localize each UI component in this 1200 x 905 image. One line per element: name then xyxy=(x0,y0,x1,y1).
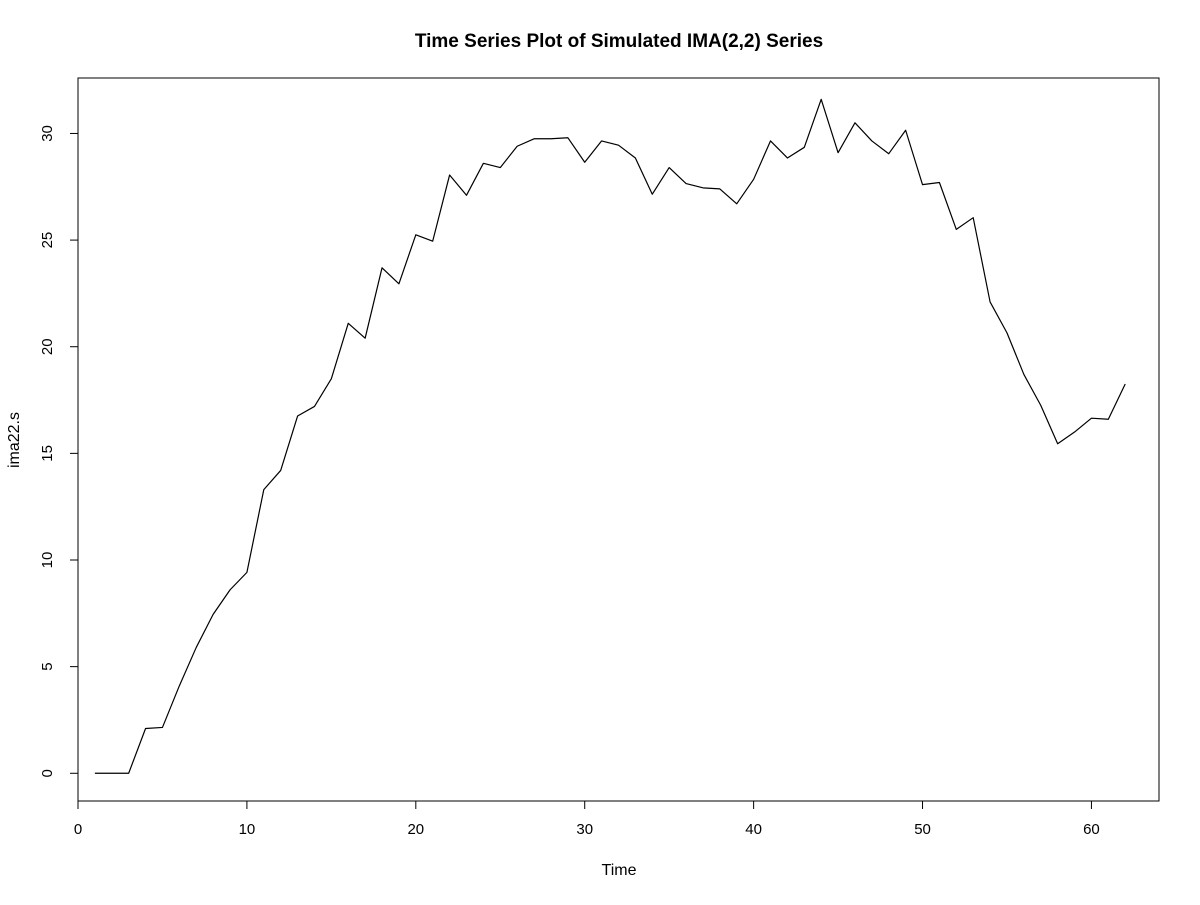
x-tick-label: 60 xyxy=(1083,821,1100,838)
x-tick-label: 10 xyxy=(239,821,256,838)
series-layer xyxy=(94,98,1126,774)
chart-title: Time Series Plot of Simulated IMA(2,2) S… xyxy=(415,31,823,52)
x-tick-label: 30 xyxy=(576,821,593,838)
y-tick-label: 30 xyxy=(39,125,56,142)
y-axis: 0 5 10 15 20 25 30 xyxy=(39,125,79,777)
plot-frame xyxy=(77,77,1160,802)
y-tick-label: 0 xyxy=(39,769,56,777)
x-tick-label: 50 xyxy=(914,821,931,838)
y-axis-title: ima22.s xyxy=(6,412,23,468)
y-tick-label: 15 xyxy=(39,445,56,462)
x-axis-title: Time xyxy=(602,862,637,879)
x-tick-label: 20 xyxy=(407,821,424,838)
y-tick-label: 10 xyxy=(39,552,56,569)
x-axis: 0 10 20 30 40 50 60 xyxy=(74,800,1100,838)
x-tick-label: 40 xyxy=(745,821,762,838)
y-tick-label: 5 xyxy=(39,662,56,670)
x-tick-label: 0 xyxy=(74,821,82,838)
series-line xyxy=(94,98,1126,774)
y-tick-label: 20 xyxy=(39,338,56,355)
y-tick-label: 25 xyxy=(39,232,56,249)
